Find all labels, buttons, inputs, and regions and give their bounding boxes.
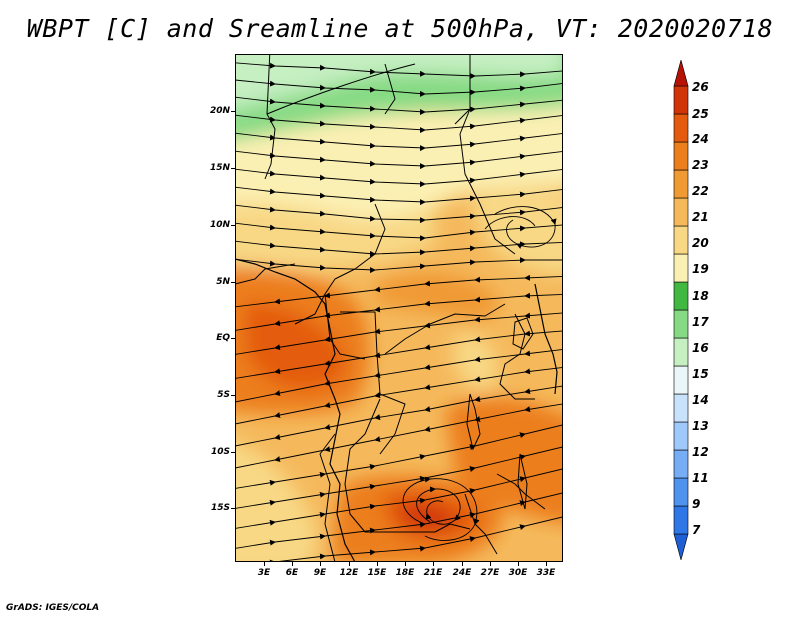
lat-tick xyxy=(231,282,235,283)
lon-label-12e: 12E xyxy=(339,568,359,578)
lat-label-5n: 5N xyxy=(216,277,230,287)
lon-tick xyxy=(349,562,350,566)
colorbar-label: 25 xyxy=(692,107,709,121)
colorbar-segment xyxy=(673,393,689,423)
map-panel xyxy=(235,54,563,562)
wbpt-map xyxy=(235,54,563,562)
colorbar-label: 9 xyxy=(692,497,701,511)
colorbar-segment xyxy=(673,85,689,115)
colorbar-segment xyxy=(673,141,689,171)
colorbar-label: 11 xyxy=(692,471,709,485)
colorbar-label: 26 xyxy=(692,80,709,94)
lat-label-5s: 5S xyxy=(217,390,230,400)
map-frame xyxy=(235,54,563,562)
credit-text: GrADS: IGES/COLA xyxy=(6,603,100,613)
colorbar-label: 14 xyxy=(692,393,709,407)
lon-label-3e: 3E xyxy=(257,568,271,578)
lon-label-18e: 18E xyxy=(395,568,415,578)
colorbar-label: 24 xyxy=(692,132,709,146)
colorbar-label: 18 xyxy=(692,289,709,303)
lon-tick xyxy=(518,562,519,566)
lon-tick xyxy=(462,562,463,566)
lon-label-27e: 27E xyxy=(480,568,500,578)
lat-label-15n: 15N xyxy=(209,163,230,173)
lon-tick xyxy=(490,562,491,566)
lat-label-10n: 10N xyxy=(209,220,230,230)
colorbar-label: 12 xyxy=(692,445,709,459)
lon-tick xyxy=(433,562,434,566)
colorbar-segment xyxy=(673,449,689,479)
lat-tick xyxy=(231,111,235,112)
colorbar-segment xyxy=(673,309,689,339)
lon-tick xyxy=(320,562,321,566)
east-coastline xyxy=(534,283,558,395)
colorbar-segment xyxy=(673,365,689,395)
colorbar-label: 22 xyxy=(692,184,709,198)
colorbar-label: 7 xyxy=(692,523,701,537)
lat-label-10s: 10S xyxy=(210,447,230,457)
colorbar xyxy=(673,60,689,560)
colorbar-segment xyxy=(673,505,689,535)
colorbar-segment xyxy=(673,253,689,283)
chart-title: WBPT [C] and Sreamline at 500hPa, VT: 20… xyxy=(26,14,774,43)
lat-tick xyxy=(231,508,235,509)
lon-tick xyxy=(292,562,293,566)
streamlines xyxy=(235,62,563,562)
lon-label-24e: 24E xyxy=(452,568,472,578)
colorbar-label: 16 xyxy=(692,341,709,355)
colorbar-segment xyxy=(673,477,689,507)
lat-tick xyxy=(231,338,235,339)
lat-tick xyxy=(231,225,235,226)
lat-tick xyxy=(231,168,235,169)
lat-tick xyxy=(231,395,235,396)
lon-label-21e: 21E xyxy=(423,568,443,578)
colorbar-segment xyxy=(673,421,689,451)
colorbar-label: 21 xyxy=(692,210,709,224)
lat-label-eq: EQ xyxy=(216,333,230,343)
colorbar-segment xyxy=(673,225,689,255)
colorbar-label: 20 xyxy=(692,236,709,250)
colorbar-segment xyxy=(673,113,689,143)
colorbar-label: 15 xyxy=(692,367,709,381)
lon-tick xyxy=(377,562,378,566)
lon-tick xyxy=(546,562,547,566)
colorbar-label: 19 xyxy=(692,262,709,276)
lat-label-20n: 20N xyxy=(209,106,230,116)
colorbar-segment xyxy=(673,337,689,367)
lon-tick xyxy=(264,562,265,566)
lat-tick xyxy=(231,452,235,453)
colorbar-segment xyxy=(673,533,689,560)
colorbar-segment xyxy=(673,169,689,199)
lon-label-9e: 9E xyxy=(313,568,327,578)
colorbar-label: 13 xyxy=(692,419,709,433)
lat-label-15s: 15S xyxy=(210,503,230,513)
colorbar-label: 17 xyxy=(692,315,709,329)
lon-label-30e: 30E xyxy=(508,568,528,578)
colorbar-segment xyxy=(673,60,689,87)
colorbar-segment xyxy=(673,281,689,311)
colorbar-label: 23 xyxy=(692,158,709,172)
lon-label-6e: 6E xyxy=(285,568,299,578)
lon-label-33e: 33E xyxy=(536,568,556,578)
lon-tick xyxy=(405,562,406,566)
colorbar-segment xyxy=(673,197,689,227)
lon-label-15e: 15E xyxy=(367,568,387,578)
